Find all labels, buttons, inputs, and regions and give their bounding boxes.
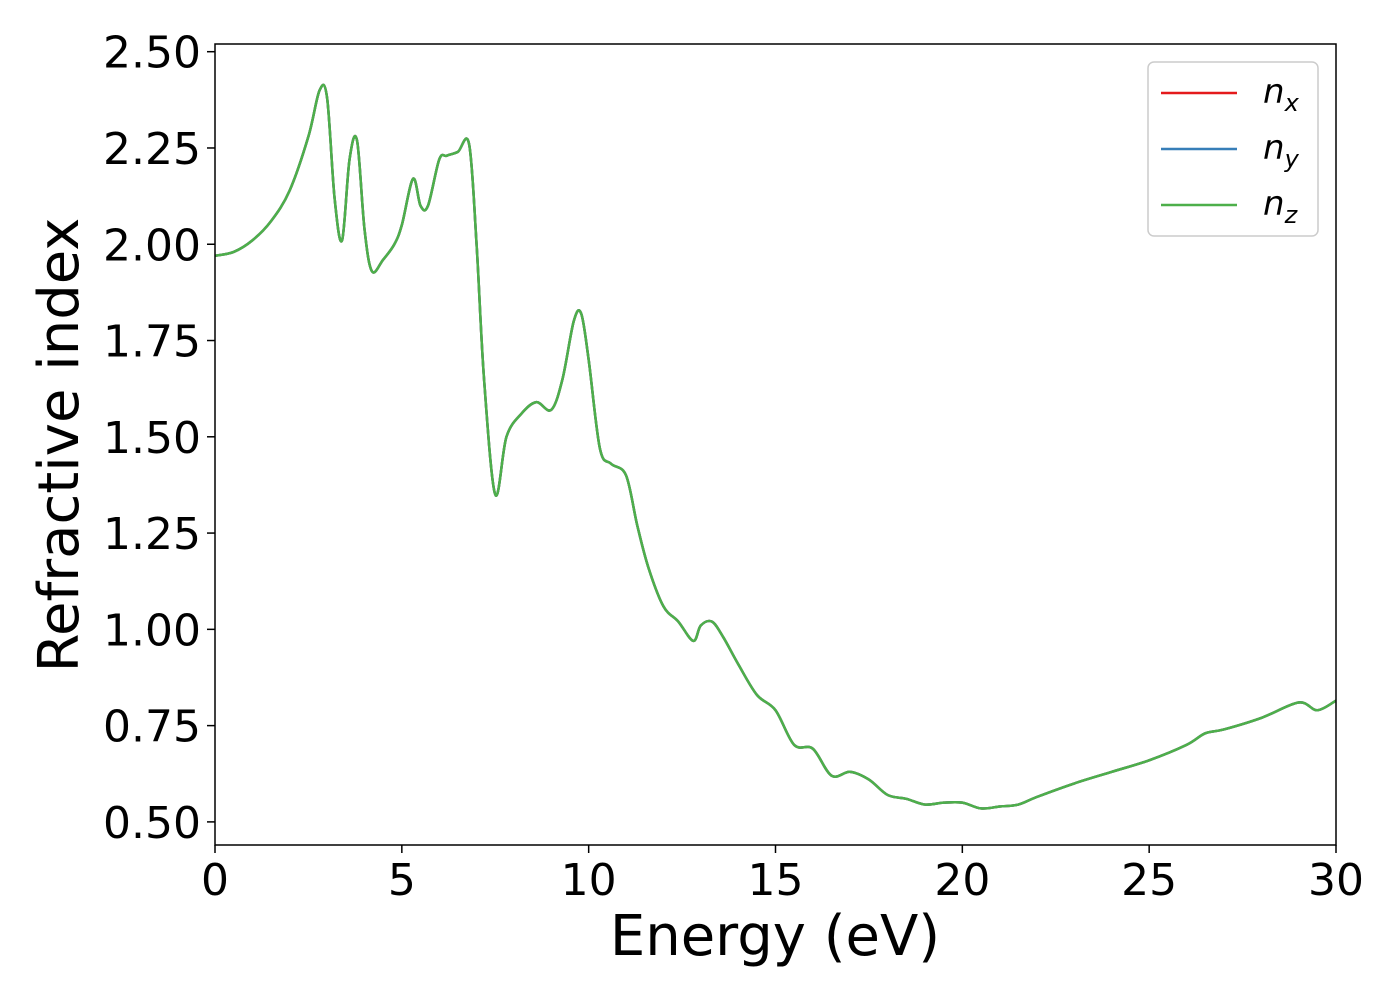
legend-label-nz: nz [1263, 184, 1299, 229]
legend-label-base: n [1263, 72, 1285, 112]
legend-label-base: n [1263, 184, 1285, 224]
y-axis-ticks: 0.50 0.75 1.00 1.25 1.50 1.75 2.00 2.25 2.50 [103, 28, 215, 849]
y-tick-label: 2.25 [103, 124, 201, 175]
x-tick-label: 10 [561, 855, 617, 906]
legend-label-ny: ny [1263, 128, 1300, 173]
y-tick-label: 2.00 [103, 220, 201, 271]
y-tick-label: 1.00 [103, 605, 201, 656]
legend-label-subscript: y [1284, 145, 1300, 173]
x-tick-label: 20 [934, 855, 990, 906]
x-tick-label: 25 [1121, 855, 1177, 906]
y-tick-label: 1.75 [103, 317, 201, 368]
x-tick-label: 5 [388, 855, 416, 906]
x-axis-label: Energy (eV) [610, 904, 940, 969]
x-axis-ticks: 0 5 10 15 20 25 30 [201, 845, 1364, 906]
y-tick-label: 1.25 [103, 509, 201, 560]
legend-label-base: n [1263, 128, 1285, 168]
y-tick-label: 0.75 [103, 702, 201, 753]
series-layer [214, 83, 1337, 810]
y-tick-label: 2.50 [103, 28, 201, 79]
y-tick-label: 1.50 [103, 413, 201, 464]
x-tick-label: 0 [201, 855, 229, 906]
y-tick-label: 0.50 [103, 798, 201, 849]
y-axis-label: Refractive index [27, 218, 92, 673]
series-line-n-z [214, 83, 1337, 810]
x-tick-label: 15 [748, 855, 804, 906]
legend-label-nx: nx [1263, 72, 1300, 117]
legend-label-subscript: x [1284, 89, 1300, 117]
x-tick-label: 30 [1308, 855, 1364, 906]
legend-label-subscript: z [1284, 201, 1299, 229]
